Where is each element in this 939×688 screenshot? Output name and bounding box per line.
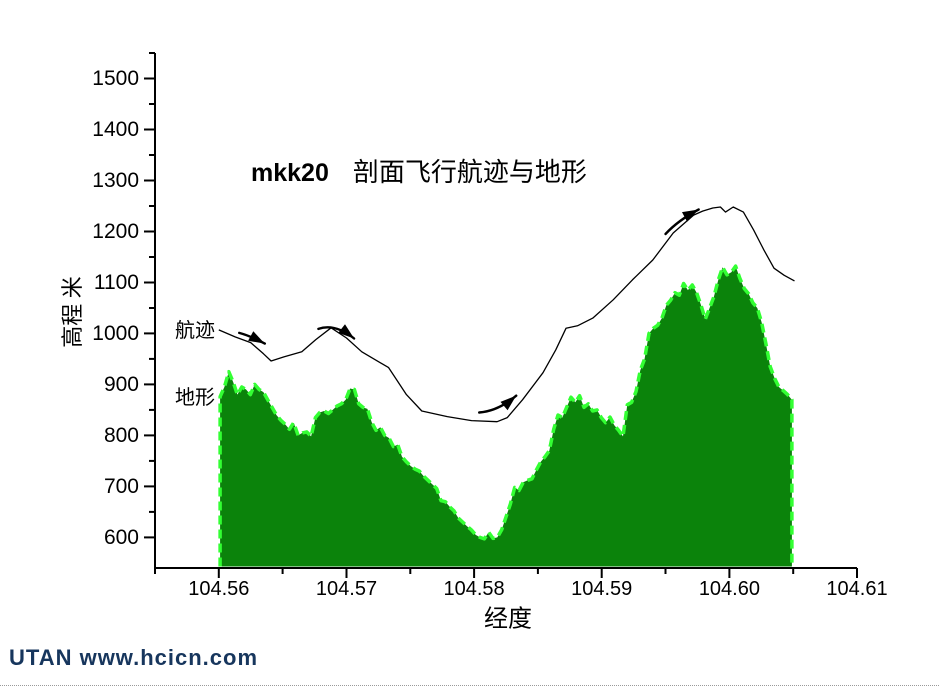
slide-bottom-divider xyxy=(0,685,939,686)
y-axis-tick-label: 600 xyxy=(104,526,139,549)
chart-title: mkk20 剖面飞行航迹与地形 xyxy=(251,152,587,189)
y-axis-tick-label: 1400 xyxy=(92,118,139,141)
flight-direction-arrow-head xyxy=(500,395,517,411)
chart-title-text: 剖面飞行航迹与地形 xyxy=(352,158,587,187)
y-axis-tick-label: 1500 xyxy=(92,67,139,90)
y-axis-tick-label: 1100 xyxy=(94,271,139,294)
y-axis-label: 高程 米 xyxy=(60,276,85,348)
y-axis-tick-label: 1200 xyxy=(92,220,139,243)
x-axis-tick-label: 104.58 xyxy=(444,578,505,600)
terrain-outline xyxy=(218,264,794,567)
x-axis-label: 经度 xyxy=(484,606,532,633)
x-axis-tick-label: 104.60 xyxy=(699,578,760,600)
x-axis-tick-label: 104.61 xyxy=(826,578,887,600)
chart-title-id: mkk20 xyxy=(251,159,329,187)
x-axis-tick-label: 104.56 xyxy=(188,578,249,600)
y-axis-tick-label: 1300 xyxy=(92,169,139,192)
y-axis-tick-label: 900 xyxy=(104,373,139,396)
series-label-flight-track: 航迹 xyxy=(175,320,215,342)
flight-direction-arrow-head xyxy=(248,331,265,344)
y-axis-tick-label: 800 xyxy=(104,424,139,447)
y-axis-tick-label: 700 xyxy=(104,475,139,498)
flight-direction-arrow-head xyxy=(682,209,699,222)
flight-track-line xyxy=(218,206,795,423)
watermark-text: UTAN www.hcicn.com xyxy=(9,645,259,670)
flight-direction-arrow-head xyxy=(338,324,355,339)
x-axis-tick-label: 104.59 xyxy=(571,578,632,600)
terrain-area xyxy=(220,266,792,567)
series-label-terrain: 地形 xyxy=(175,387,215,409)
x-axis-tick-label: 104.57 xyxy=(316,578,377,600)
y-axis-tick-label: 1000 xyxy=(92,322,139,345)
